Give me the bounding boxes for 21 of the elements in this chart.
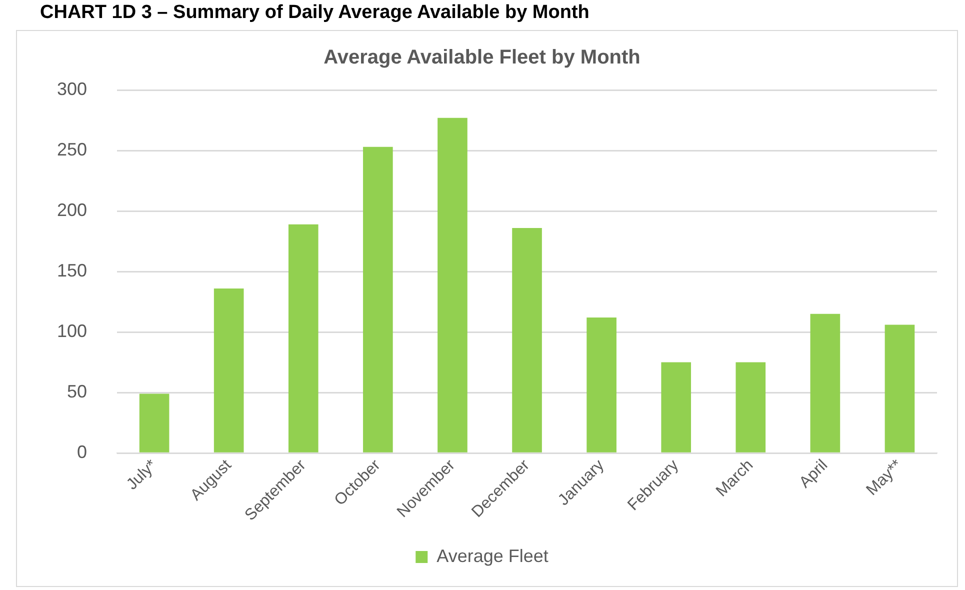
y-tick-label: 150 [56,260,88,281]
bar [363,146,393,452]
y-tick-label: 0 [77,442,88,462]
bar [438,118,468,452]
legend-label: Average Fleet [436,546,548,566]
y-tick-label: 300 [56,78,88,99]
bar [810,314,840,452]
y-tick-label: 250 [56,139,88,160]
bar [288,224,318,452]
y-tick-label: 200 [56,200,88,220]
bar [661,362,692,452]
bar [214,288,244,452]
bar [512,228,542,452]
bar [586,318,616,452]
caption: CHART 1D 3 – Summary of Daily Average Available by Month [40,2,590,24]
bar [736,362,766,452]
bar [884,324,915,452]
y-tick-label: 100 [56,321,88,342]
bar [139,394,170,452]
chart-title: Average Available Fleet by Month [324,46,640,69]
y-tick-label: 50 [67,382,88,402]
